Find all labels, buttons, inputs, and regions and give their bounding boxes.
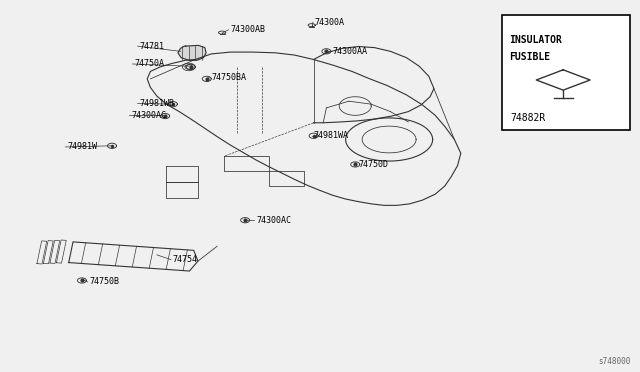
Bar (502, 15, 630, 130)
Text: 74754: 74754 (173, 255, 198, 264)
Text: 74750BA: 74750BA (211, 73, 246, 82)
Text: INSULATOR: INSULATOR (509, 35, 562, 45)
Text: 74882R: 74882R (510, 113, 545, 123)
Text: 74300A: 74300A (315, 18, 345, 27)
Text: 74300AA: 74300AA (333, 47, 368, 56)
Text: 74300AC: 74300AC (131, 111, 166, 120)
Polygon shape (178, 45, 206, 60)
Text: 74750A: 74750A (134, 60, 164, 68)
Text: 74750D: 74750D (358, 160, 388, 169)
Text: 74981WB: 74981WB (140, 99, 175, 108)
Text: 74750B: 74750B (90, 278, 120, 286)
Text: 74300AC: 74300AC (256, 216, 291, 225)
Text: 74300AB: 74300AB (230, 25, 266, 34)
Text: s748000: s748000 (598, 357, 630, 366)
Text: 74981W: 74981W (67, 142, 97, 151)
Text: FUSIBLE: FUSIBLE (509, 52, 550, 62)
Text: 74781: 74781 (140, 42, 164, 51)
Text: 74981WA: 74981WA (314, 131, 349, 140)
